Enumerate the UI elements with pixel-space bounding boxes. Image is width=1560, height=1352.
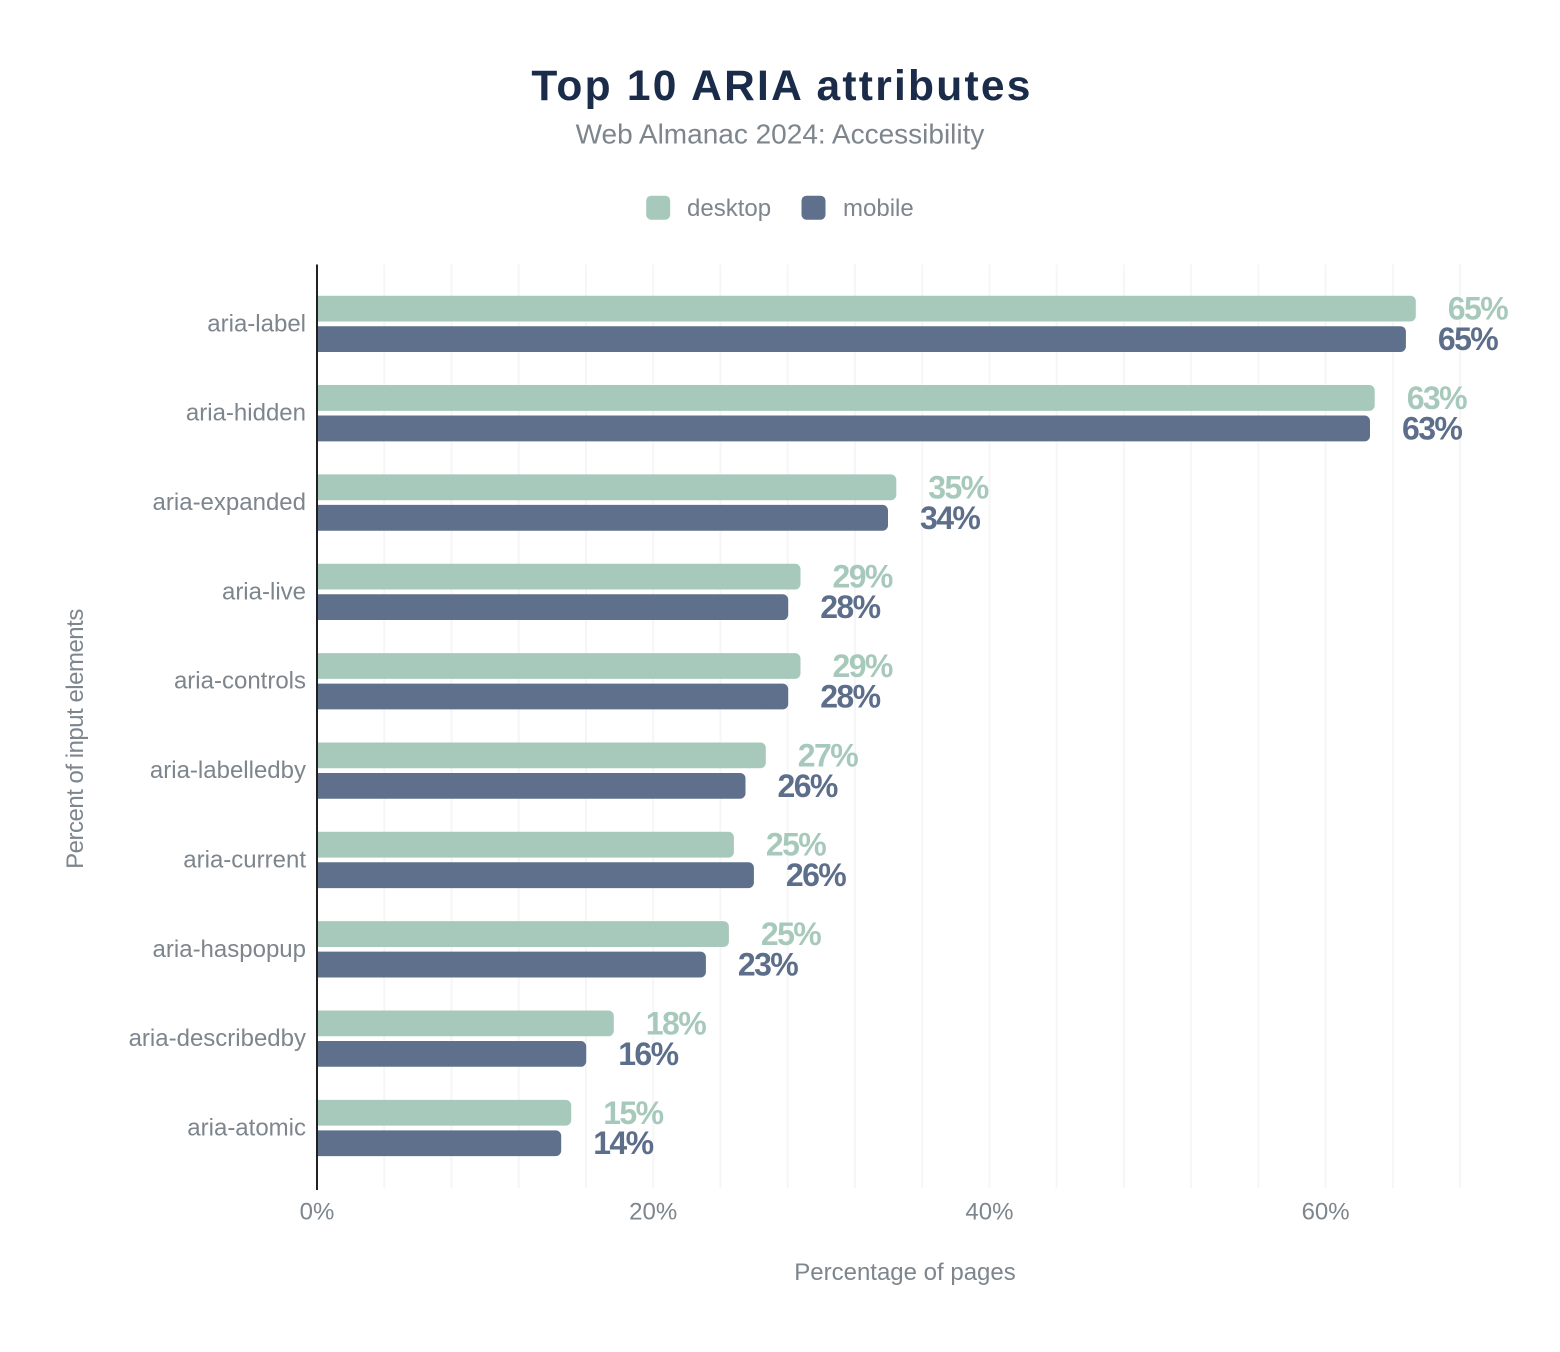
svg-text:34%: 34%: [920, 500, 980, 536]
svg-text:29%: 29%: [833, 559, 893, 595]
svg-text:28%: 28%: [820, 589, 880, 625]
svg-text:Web Almanac 2024: Accessibilit: Web Almanac 2024: Accessibility: [576, 118, 985, 149]
svg-text:aria-expanded: aria-expanded: [153, 489, 306, 516]
svg-text:14%: 14%: [593, 1125, 653, 1161]
svg-text:aria-hidden: aria-hidden: [186, 400, 306, 427]
svg-text:desktop: desktop: [687, 195, 771, 222]
svg-text:65%: 65%: [1438, 321, 1498, 357]
svg-text:26%: 26%: [786, 857, 846, 893]
svg-text:aria-haspopup: aria-haspopup: [153, 936, 306, 963]
svg-text:0%: 0%: [300, 1199, 335, 1226]
svg-text:40%: 40%: [965, 1199, 1013, 1226]
svg-text:20%: 20%: [629, 1199, 677, 1226]
svg-text:aria-label: aria-label: [207, 310, 306, 337]
svg-text:16%: 16%: [618, 1036, 678, 1072]
svg-text:aria-labelledby: aria-labelledby: [150, 757, 306, 784]
svg-text:65%: 65%: [1448, 291, 1508, 327]
svg-text:Percentage of pages: Percentage of pages: [794, 1259, 1016, 1286]
svg-text:28%: 28%: [820, 679, 880, 715]
svg-text:63%: 63%: [1407, 380, 1467, 416]
svg-text:18%: 18%: [646, 1005, 706, 1041]
svg-text:Top 10 ARIA attributes: Top 10 ARIA attributes: [531, 63, 1032, 110]
svg-text:15%: 15%: [603, 1095, 663, 1131]
svg-text:mobile: mobile: [843, 195, 914, 222]
svg-text:35%: 35%: [928, 469, 988, 505]
svg-text:23%: 23%: [738, 947, 798, 983]
svg-text:25%: 25%: [761, 916, 821, 952]
svg-text:aria-describedby: aria-describedby: [129, 1025, 306, 1052]
svg-text:63%: 63%: [1402, 410, 1462, 446]
svg-text:aria-current: aria-current: [183, 846, 306, 873]
svg-text:Percent of input elements: Percent of input elements: [62, 609, 89, 869]
svg-text:60%: 60%: [1302, 1199, 1350, 1226]
svg-text:29%: 29%: [833, 648, 893, 684]
svg-text:27%: 27%: [798, 737, 858, 773]
svg-text:25%: 25%: [766, 827, 826, 863]
svg-text:aria-atomic: aria-atomic: [187, 1115, 306, 1142]
svg-text:aria-live: aria-live: [222, 578, 306, 605]
svg-text:26%: 26%: [778, 768, 838, 804]
svg-text:aria-controls: aria-controls: [174, 668, 306, 695]
